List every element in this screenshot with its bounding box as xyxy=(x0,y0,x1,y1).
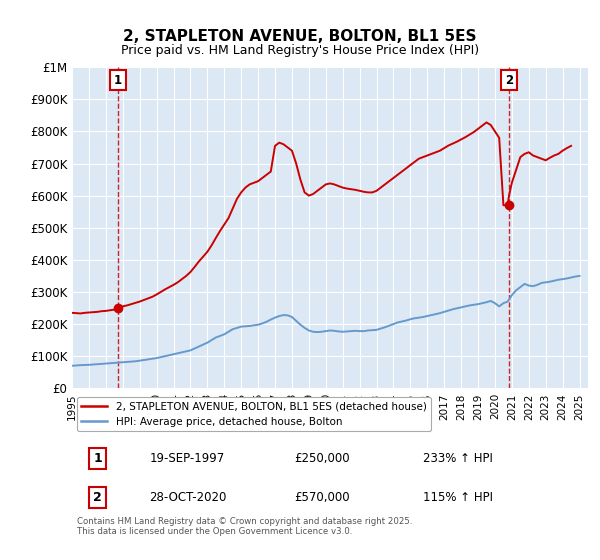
Text: 233% ↑ HPI: 233% ↑ HPI xyxy=(423,452,493,465)
Text: 19-SEP-1997: 19-SEP-1997 xyxy=(149,452,224,465)
Text: £570,000: £570,000 xyxy=(294,491,350,504)
Text: 28-OCT-2020: 28-OCT-2020 xyxy=(149,491,227,504)
Text: 2, STAPLETON AVENUE, BOLTON, BL1 5ES: 2, STAPLETON AVENUE, BOLTON, BL1 5ES xyxy=(123,29,477,44)
Legend: 2, STAPLETON AVENUE, BOLTON, BL1 5ES (detached house), HPI: Average price, detac: 2, STAPLETON AVENUE, BOLTON, BL1 5ES (de… xyxy=(77,397,431,431)
Text: Contains HM Land Registry data © Crown copyright and database right 2025.
This d: Contains HM Land Registry data © Crown c… xyxy=(77,517,413,536)
Text: 2: 2 xyxy=(505,73,513,87)
Text: 1: 1 xyxy=(94,452,102,465)
Text: 2: 2 xyxy=(94,491,102,504)
Text: 115% ↑ HPI: 115% ↑ HPI xyxy=(423,491,493,504)
Text: Price paid vs. HM Land Registry's House Price Index (HPI): Price paid vs. HM Land Registry's House … xyxy=(121,44,479,57)
Text: 1: 1 xyxy=(114,73,122,87)
Text: £250,000: £250,000 xyxy=(294,452,350,465)
